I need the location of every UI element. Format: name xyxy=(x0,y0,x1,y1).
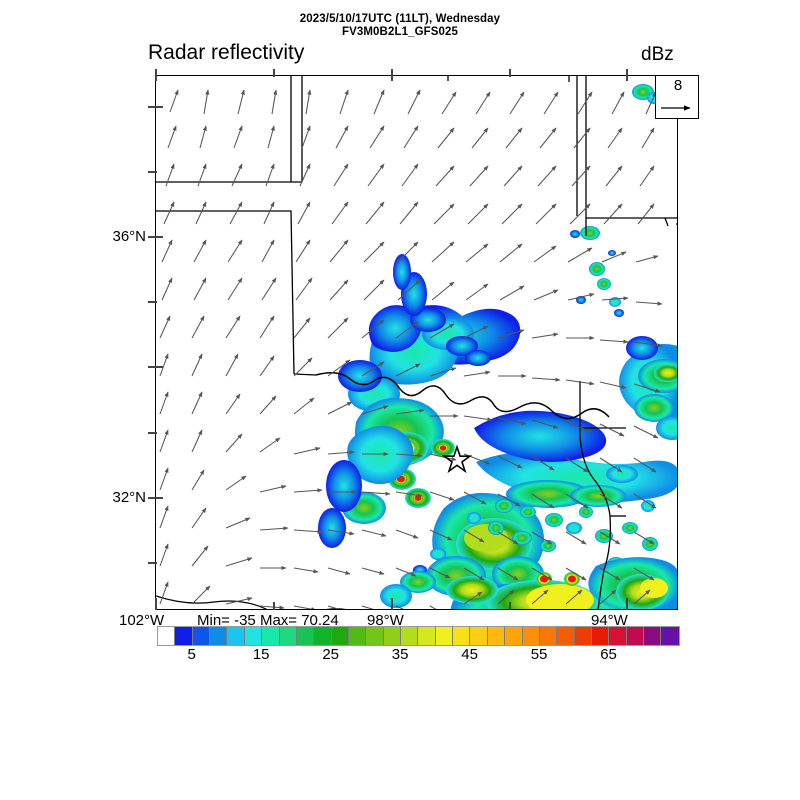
colorbar-cell xyxy=(505,627,523,645)
echo-group-north-band xyxy=(338,254,521,412)
station-star-marker[interactable] xyxy=(441,444,473,474)
colorbar-tick-label: 35 xyxy=(391,646,409,663)
colorbar-cell xyxy=(574,627,592,645)
colorbar-cell xyxy=(470,627,488,645)
colorbar-cell xyxy=(435,627,454,645)
lon-label-98w: 98°W xyxy=(367,612,404,629)
colorbar-cell xyxy=(609,627,627,645)
map-panel[interactable] xyxy=(155,75,678,610)
figure-datetime-title: 2023/5/10/17UTC (11LT), Wednesday xyxy=(299,13,501,25)
lat-label-32n: 32°N xyxy=(112,489,146,506)
lon-label-102w: 102°W xyxy=(119,612,165,629)
right-arrow-icon xyxy=(661,105,691,111)
colorbar-cell xyxy=(539,627,558,645)
colorbar-cell xyxy=(262,627,280,645)
lat-label-36n: 36°N xyxy=(112,228,146,245)
lon-label-94w: 94°W xyxy=(591,612,628,629)
colorbar-unit-label: dBz xyxy=(641,44,674,65)
colorbar-cell xyxy=(487,627,506,645)
colorbar-cell xyxy=(401,627,419,645)
colorbar-cell xyxy=(314,627,332,645)
colorbar-cell xyxy=(644,627,662,645)
colorbar-cell xyxy=(522,627,540,645)
echo-group-core xyxy=(318,398,455,548)
colorbar-tick-label: 5 xyxy=(187,646,196,663)
colorbar-cell xyxy=(453,627,471,645)
colorbar[interactable] xyxy=(157,626,680,646)
page-title: Radar reflectivity xyxy=(148,41,305,64)
map-clip xyxy=(156,76,677,609)
colorbar-cell xyxy=(626,627,645,645)
colorbar-cell xyxy=(418,627,436,645)
map-canvas xyxy=(156,76,677,609)
colorbar-cell xyxy=(661,627,679,645)
colorbar-cell xyxy=(227,627,245,645)
reference-vector-value: 8 xyxy=(673,77,683,94)
colorbar-cell xyxy=(244,627,263,645)
colorbar-cell xyxy=(175,627,193,645)
radar-echo-layer xyxy=(318,84,677,609)
reference-vector-box: 8 xyxy=(655,75,699,119)
colorbar-tick-label: 15 xyxy=(252,646,270,663)
min-max-stats: Min= -35 Max= 70.24 xyxy=(197,612,339,629)
colorbar-tick-label: 65 xyxy=(600,646,617,663)
colorbar-cell xyxy=(383,627,402,645)
figure-model-title: FV3M0B2L1_GFS025 xyxy=(341,26,458,38)
colorbar-tick-label: 25 xyxy=(322,646,339,663)
echo-group-far-east xyxy=(619,336,677,440)
colorbar-cell xyxy=(158,627,176,645)
echo-group-northeast xyxy=(570,84,661,317)
colorbar-cell xyxy=(366,627,384,645)
colorbar-cell xyxy=(210,627,228,645)
boundary-layer xyxy=(156,76,677,609)
echo-group-south-line xyxy=(380,571,618,609)
colorbar-cell xyxy=(557,627,575,645)
colorbar-cell xyxy=(192,627,211,645)
colorbar-tick-label: 55 xyxy=(530,646,548,663)
colorbar-cell xyxy=(331,627,349,645)
colorbar-cell xyxy=(348,627,367,645)
colorbar-cell xyxy=(591,627,610,645)
echo-group-east-arm xyxy=(474,410,677,508)
wind-vector-layer xyxy=(159,89,663,609)
colorbar-tick-label: 45 xyxy=(461,646,478,663)
colorbar-cell xyxy=(279,627,297,645)
colorbar-cell xyxy=(296,627,315,645)
figure-title-block: 2023/5/10/17UTC (11LT), Wednesday FV3M0B… xyxy=(0,13,800,39)
